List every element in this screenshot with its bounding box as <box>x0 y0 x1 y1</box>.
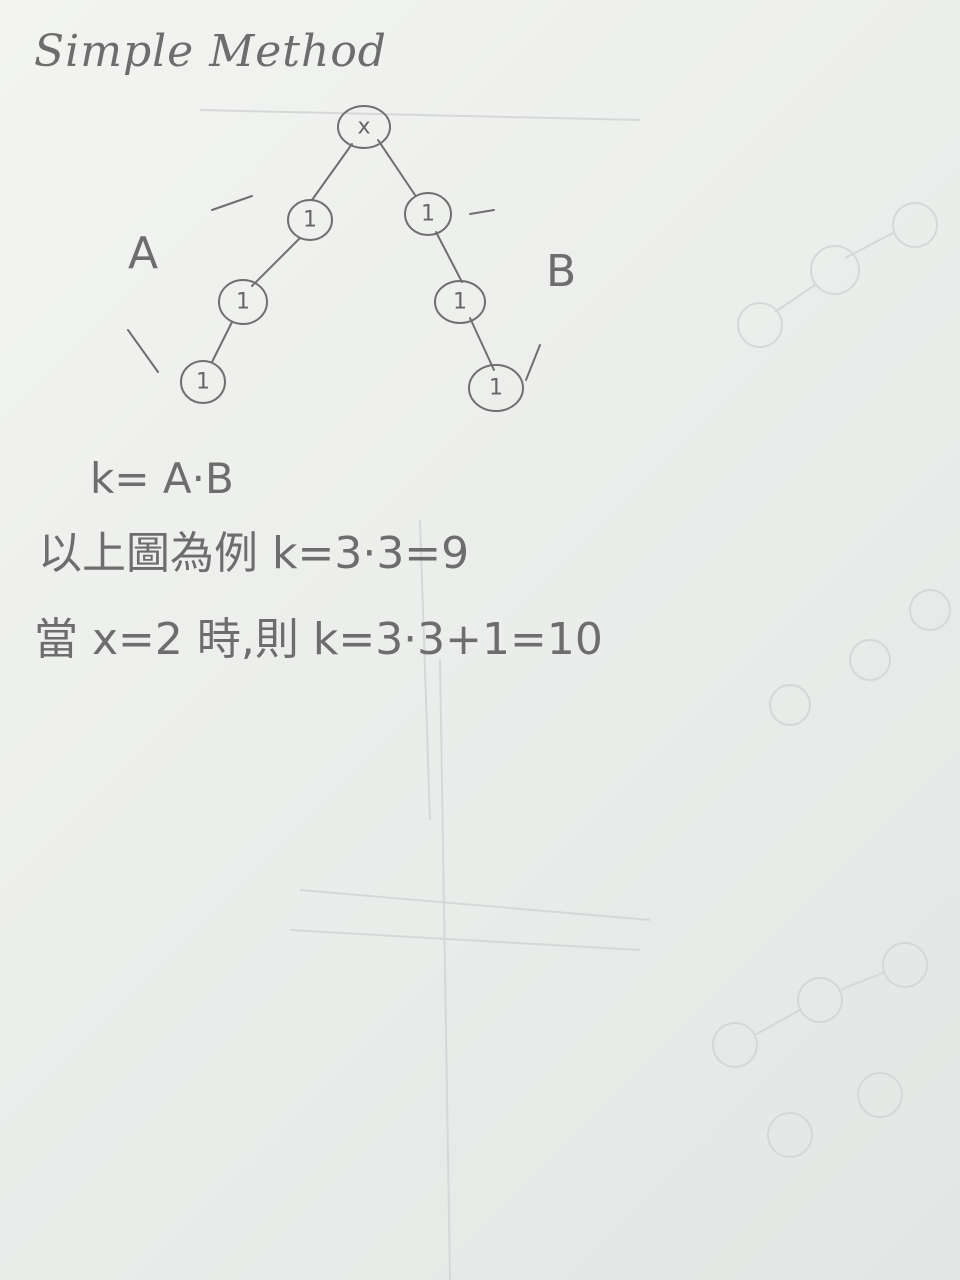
node-left-2-label: 1 <box>236 290 250 315</box>
node-right-1-label: 1 <box>421 202 435 227</box>
node-left-2 <box>218 279 268 325</box>
edge-right2-right <box>469 317 495 371</box>
node-left-3-label: 1 <box>196 370 210 395</box>
node-left-1-label: 1 <box>303 208 317 233</box>
node-left-1 <box>287 199 333 241</box>
bracket-a-top <box>211 195 253 211</box>
example-line: 以上圖為例 k=3·3=9 <box>38 528 470 579</box>
subtree-label-b: B <box>546 246 577 297</box>
subtree-label-a: A <box>128 228 159 279</box>
page-title: Simple Method <box>34 26 387 77</box>
node-right-3 <box>468 364 524 412</box>
root-node <box>337 105 391 149</box>
edge-right-right <box>435 231 463 283</box>
bracket-b-top <box>469 209 495 215</box>
edge-left-left <box>251 237 301 287</box>
edge-root-right <box>377 139 416 196</box>
node-right-3-label: 1 <box>489 376 503 401</box>
bracket-a-bottom <box>127 329 159 373</box>
bracket-b-bottom <box>525 344 541 381</box>
edge-left2-left <box>211 321 233 363</box>
node-left-3 <box>180 360 226 404</box>
edge-root-left <box>311 143 353 201</box>
root-node-label: x <box>357 115 370 140</box>
formula: k= A·B <box>90 454 234 503</box>
node-right-1 <box>404 192 452 236</box>
node-right-2 <box>434 280 486 324</box>
case-line: 當 x=2 時,則 k=3·3+1=10 <box>34 614 603 665</box>
node-right-2-label: 1 <box>453 290 467 315</box>
